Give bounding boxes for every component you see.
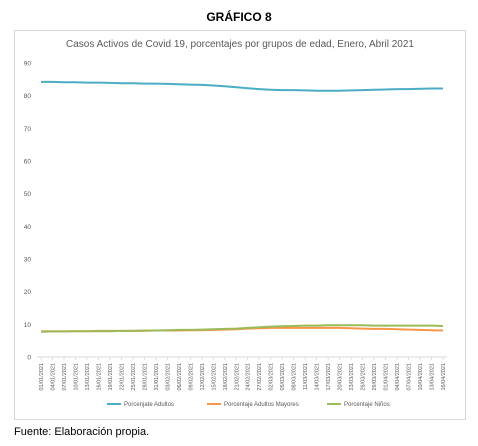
x-tick-label: 27/02/2021 xyxy=(257,363,263,391)
x-tick-label: 15/02/2021 xyxy=(211,363,217,391)
x-tick-label: 26/03/2021 xyxy=(361,363,367,391)
x-tick-label: 09/02/2021 xyxy=(188,363,194,391)
x-tick-label: 19/01/2021 xyxy=(108,363,114,391)
x-tick-label: 17/03/2021 xyxy=(326,363,332,391)
x-tick-label: 01/04/2021 xyxy=(384,363,390,391)
y-tick-label: 80 xyxy=(24,93,32,100)
x-tick-label: 08/03/2021 xyxy=(292,363,298,391)
source-note: Fuente: Elaboración propia. xyxy=(14,426,150,438)
x-tick-label: 07/04/2021 xyxy=(407,363,413,391)
x-tick-label: 14/03/2021 xyxy=(315,363,321,391)
figure-heading: GRÁFICO 8 xyxy=(206,10,272,24)
x-tick-label: 07/01/2021 xyxy=(62,363,68,391)
x-tick-label: 13/01/2021 xyxy=(85,363,91,391)
y-tick-label: 10 xyxy=(24,322,32,329)
y-tick-label: 40 xyxy=(24,224,32,231)
x-tick-label: 28/01/2021 xyxy=(142,363,148,391)
x-tick-label: 22/01/2021 xyxy=(119,363,125,391)
y-tick-label: 70 xyxy=(24,126,32,133)
chart-title: Casos Activos de Covid 19, porcentajes p… xyxy=(66,39,414,50)
line-chart: 0 10 20 30 40 50 60 70 80 90 01/01/2021 04/01/2021 0… xyxy=(24,61,447,408)
x-tick-label: 21/02/2021 xyxy=(234,363,240,391)
y-tick-label: 30 xyxy=(24,257,32,264)
x-tick-label: 04/04/2021 xyxy=(395,363,401,391)
x-tick-label: 04/01/2021 xyxy=(50,363,56,391)
x-tick-label: 03/02/2021 xyxy=(165,363,171,391)
y-tick-label: 60 xyxy=(24,159,32,166)
series-line-3 xyxy=(40,324,444,333)
x-tick-label: 06/02/2021 xyxy=(177,363,183,391)
x-tick-label: 10/04/2021 xyxy=(418,363,424,391)
x-tick-label: 16/01/2021 xyxy=(96,363,102,391)
x-tick-label: 23/03/2021 xyxy=(349,363,355,391)
x-tick-label: 01/01/2021 xyxy=(39,363,45,391)
x-tick-label: 05/03/2021 xyxy=(280,363,286,391)
series-line-1 xyxy=(41,80,443,92)
x-tick-label: 12/02/2021 xyxy=(200,363,206,391)
x-tick-label: 20/03/2021 xyxy=(338,363,344,391)
legend-label-2: Porcentaje Adultos Mayores xyxy=(224,402,299,408)
legend-label-1: Porcenjate Adultos xyxy=(124,402,174,408)
x-tick-label: 25/01/2021 xyxy=(131,363,137,391)
x-tick-label: 10/01/2021 xyxy=(73,363,79,391)
x-tick-label: 13/04/2021 xyxy=(430,363,436,391)
x-tick-label: 11/03/2021 xyxy=(303,363,309,390)
y-tick-label: 50 xyxy=(24,191,32,198)
legend-label-3: Porcentaje Niños xyxy=(344,402,390,408)
y-tick-label: 0 xyxy=(27,355,31,362)
x-tick-label: 31/01/2021 xyxy=(154,363,160,391)
x-tick-label: 02/03/2021 xyxy=(269,363,275,391)
x-tick-label: 29/03/2021 xyxy=(372,363,378,391)
chart-frame: Casos Activos de Covid 19, porcentajes p… xyxy=(14,30,466,420)
x-tick-label: 24/02/2021 xyxy=(246,363,252,391)
x-tick-label: 18/02/2021 xyxy=(223,363,229,391)
y-tick-label: 90 xyxy=(24,61,32,68)
x-tick-label: 16/04/2021 xyxy=(441,363,447,391)
y-tick-label: 20 xyxy=(24,289,32,296)
